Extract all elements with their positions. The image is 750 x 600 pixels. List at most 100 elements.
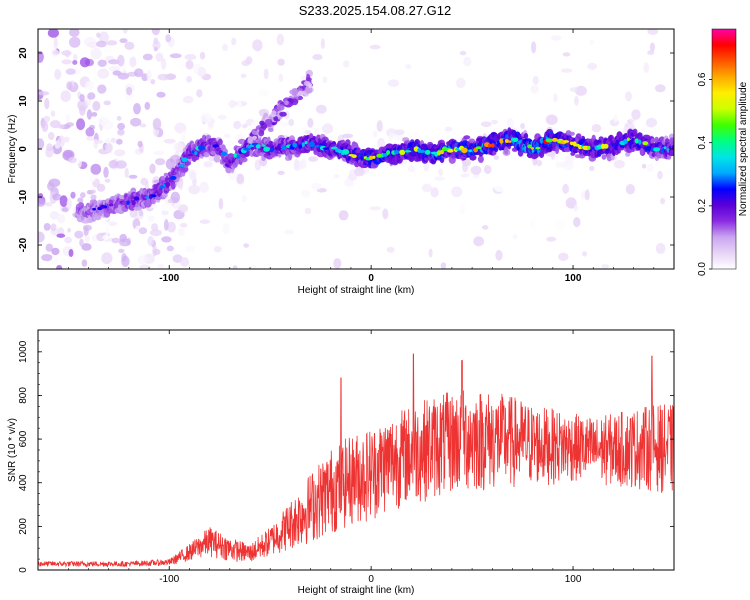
colorbar: 0.0 0.2 0.4 0.6 Normalized spectral amplitu… xyxy=(697,28,749,276)
heatmap-cell xyxy=(50,110,56,117)
heatmap-cell xyxy=(450,167,457,179)
heatmap-cell xyxy=(655,243,666,254)
heatmap-cell xyxy=(106,40,118,46)
heatmap-cell xyxy=(94,139,104,144)
heatmap-cell xyxy=(213,246,222,253)
snr-x-label: Height of straight line (km) xyxy=(298,585,415,596)
heatmap-cell xyxy=(284,229,294,235)
heatmap-cell xyxy=(343,60,350,68)
heatmap-cell xyxy=(139,209,144,217)
heatmap-cell xyxy=(661,76,667,86)
heatmap-cell xyxy=(56,233,66,238)
heatmap-cell xyxy=(641,163,647,169)
heatmap-cell xyxy=(217,114,227,120)
heatmap-cell xyxy=(38,91,50,96)
heatmap-cell xyxy=(553,93,558,103)
heatmap-cell xyxy=(182,95,194,104)
heatmap-cell xyxy=(134,68,144,78)
heatmap-cell xyxy=(105,143,114,153)
colorbar-tick-label: 0.0 xyxy=(697,262,708,276)
heatmap-cell xyxy=(236,154,241,159)
heatmap-cell xyxy=(63,132,76,138)
heatmap-cell xyxy=(140,177,149,186)
heatmap-cell xyxy=(101,252,113,265)
heatmap-cell xyxy=(98,116,109,126)
heatmap-cell xyxy=(439,150,444,155)
heatmap-cell xyxy=(163,138,176,144)
heatmap-cell xyxy=(304,130,312,135)
heatmap-cell xyxy=(251,130,259,135)
heatmap-cell xyxy=(179,222,188,228)
heatmap-cell xyxy=(584,189,590,201)
heatmap-cell xyxy=(194,151,198,155)
heatmap-cell xyxy=(631,109,641,120)
heatmap-cell xyxy=(165,158,176,170)
heatmap-cell xyxy=(47,29,59,38)
heatmap-cell xyxy=(297,90,304,96)
heatmap-cell xyxy=(184,245,196,252)
heatmap-cell xyxy=(459,51,467,56)
heatmap-cell xyxy=(170,175,177,180)
heatmap-cell xyxy=(382,208,389,220)
spectrogram-y-tick-label: 20 xyxy=(18,47,29,59)
heatmap-cell xyxy=(54,69,62,80)
heatmap-cell xyxy=(304,140,308,145)
heatmap-cell xyxy=(575,133,582,140)
heatmap-cell xyxy=(555,219,565,232)
spectrogram-y-tick-label: -10 xyxy=(18,189,29,204)
heatmap-cell xyxy=(199,51,206,60)
heatmap-cell xyxy=(649,42,655,52)
heatmap-cell xyxy=(222,223,230,235)
heatmap-cell xyxy=(241,195,248,203)
heatmap-cell xyxy=(342,149,350,155)
colorbar-tick-label: 0.4 xyxy=(697,135,708,149)
heatmap-cell xyxy=(535,146,541,150)
heatmap-cell xyxy=(157,264,165,268)
heatmap-cell xyxy=(387,79,400,87)
heatmap-cell xyxy=(322,147,330,151)
heatmap-cell xyxy=(237,100,242,109)
heatmap-cell xyxy=(394,129,405,136)
heatmap-cell xyxy=(461,147,468,153)
heatmap-cell xyxy=(167,221,176,233)
heatmap-cell xyxy=(165,181,171,187)
heatmap-cell xyxy=(38,198,46,207)
heatmap-cell xyxy=(613,159,625,169)
heatmap-cell xyxy=(308,141,315,148)
heatmap-cell xyxy=(654,125,660,130)
heatmap-cell xyxy=(81,259,88,267)
heatmap-cell xyxy=(434,176,446,181)
heatmap-cell xyxy=(634,138,639,144)
heatmap-cell xyxy=(603,143,609,149)
heatmap-cell xyxy=(76,118,86,131)
heatmap-cell xyxy=(643,62,649,74)
spectrogram-y-tick-label: 10 xyxy=(18,95,29,107)
heatmap-cell xyxy=(41,121,49,132)
heatmap-cell xyxy=(77,197,84,203)
heatmap-cell xyxy=(104,178,111,183)
heatmap-cell xyxy=(258,89,269,97)
heatmap-cell xyxy=(660,148,664,154)
heatmap-cell xyxy=(322,76,328,84)
snr-x-tick-label: 100 xyxy=(565,574,582,585)
heatmap-cell xyxy=(623,138,628,144)
heatmap-cell xyxy=(646,163,654,172)
heatmap-cell xyxy=(79,57,90,68)
heatmap-cell xyxy=(77,159,82,168)
heatmap-cell xyxy=(79,238,84,247)
heatmap-cell xyxy=(333,258,342,269)
heatmap-cell xyxy=(38,231,45,243)
heatmap-cell xyxy=(493,155,499,160)
heatmap-cell xyxy=(108,66,121,72)
heatmap-cell xyxy=(61,207,69,213)
heatmap-cell xyxy=(456,77,466,89)
heatmap-cell xyxy=(184,54,197,61)
heatmap-cell xyxy=(444,126,453,132)
heatmap-cell xyxy=(650,138,655,145)
heatmap-cell xyxy=(550,35,562,41)
heatmap-cell xyxy=(221,144,226,149)
heatmap-cell xyxy=(470,165,482,175)
heatmap-cell xyxy=(369,206,382,211)
snr-y-tick-label: 1000 xyxy=(18,340,29,363)
